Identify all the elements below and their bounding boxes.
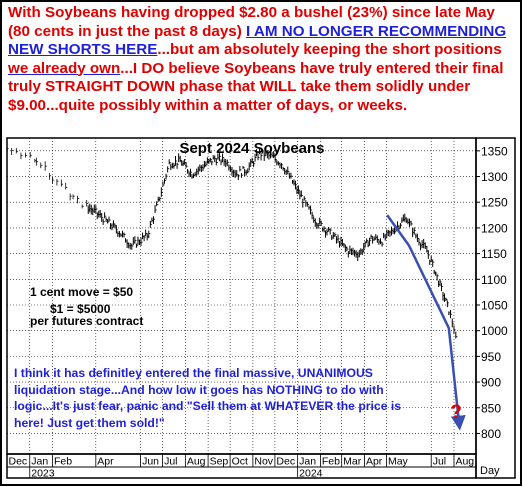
- commentary-text: I think it has definitley entered the fi…: [14, 366, 402, 430]
- axis-area-border: [475, 137, 516, 479]
- y-tick-label: 900: [481, 376, 501, 390]
- y-tick-label: 1250: [481, 196, 508, 210]
- contract-size-note: 1 cent move = $50 $1 = $5000 per futures…: [30, 285, 143, 328]
- x-month-label: Sep: [210, 456, 229, 468]
- xaxis-band-border: [6, 453, 477, 479]
- headline-part-3: ...but am absolutely keeping the short p…: [157, 41, 502, 58]
- price-series: [6, 144, 458, 339]
- x-month-label: Oct: [232, 456, 248, 468]
- x-month-label: Aug: [455, 456, 474, 468]
- x-month-label: Jan: [31, 456, 48, 468]
- y-tick-label: 1350: [481, 144, 508, 158]
- contract-size-line-1: 1 cent move = $50: [30, 285, 133, 299]
- x-month-label: Aug: [187, 456, 206, 468]
- x-year-label: 2023: [31, 468, 55, 480]
- x-year-label: 2024: [299, 468, 323, 480]
- contract-size-line-3: per futures contract: [30, 314, 143, 328]
- x-month-label: Mar: [343, 456, 362, 468]
- commentary-box: I think it has definitley entered the fi…: [14, 366, 402, 430]
- xaxis-title: Day: [480, 465, 500, 477]
- month-axis: Dec Jan Feb Apr Jun Jul Aug Sep Oct Nov Dec Jan Feb M…: [6, 454, 474, 480]
- plot-area-border: [6, 137, 477, 455]
- y-tick-label: 1200: [481, 221, 508, 235]
- y-tick-label: 1000: [481, 324, 508, 338]
- y-tick-label: 1300: [481, 170, 508, 184]
- question-marker: ?: [450, 402, 462, 423]
- y-tick-label: 1150: [481, 247, 507, 261]
- x-month-label: Dec: [276, 456, 295, 468]
- gridlines: [6, 138, 476, 467]
- y-tick-label: 950: [481, 350, 501, 364]
- x-month-label: Jul: [164, 456, 177, 468]
- x-month-label: Dec: [9, 456, 28, 468]
- y-tick-label: 1100: [481, 273, 507, 287]
- trendline-path: [386, 214, 466, 431]
- y-tick-label: 1050: [481, 298, 508, 312]
- x-month-label: Jun: [142, 456, 159, 468]
- y-axis: 800 850 900 950 1000 1050 1100 1150 1200 1250 1300…: [476, 144, 508, 441]
- y-tick-label: 850: [481, 401, 501, 415]
- headline-part-4: we already own: [8, 59, 121, 77]
- x-month-label: Apr: [366, 456, 383, 468]
- x-month-label: May: [388, 456, 409, 468]
- x-month-label: Apr: [97, 456, 114, 468]
- contract-size-line-2: $1 = $5000: [50, 302, 111, 316]
- x-month-label: Nov: [254, 456, 273, 468]
- x-month-label: Feb: [322, 456, 340, 468]
- x-month-label: Jan: [299, 456, 316, 468]
- y-tick-label: 800: [481, 427, 501, 441]
- x-month-label: Feb: [54, 456, 72, 468]
- x-month-label: Jul: [433, 456, 446, 468]
- headline-commentary: With Soybeans having dropped $2.80 a bus…: [8, 4, 513, 115]
- trendline-series: [386, 214, 466, 431]
- chart-title: Sept 2024 Soybeans: [179, 140, 324, 157]
